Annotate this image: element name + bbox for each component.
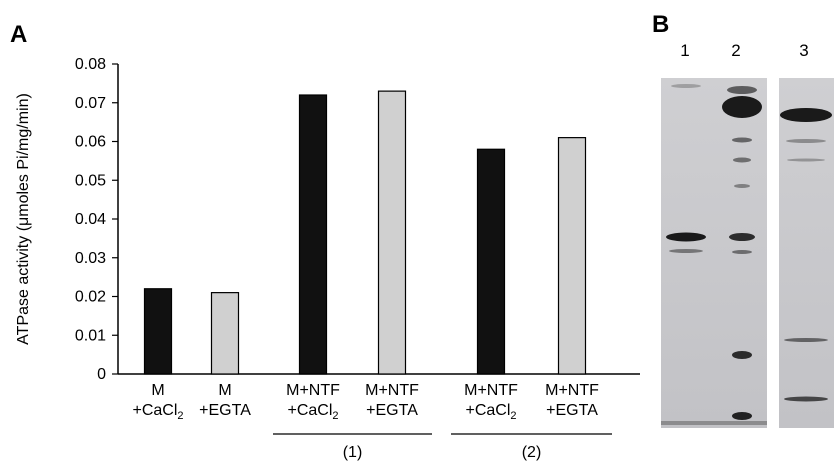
category-label-line2: +EGTA — [199, 402, 251, 419]
lane3-band — [780, 108, 832, 122]
lane2-band — [734, 184, 750, 188]
lane2-band — [722, 96, 762, 118]
category-subscript: 2 — [510, 410, 516, 422]
bar-3 — [377, 90, 407, 375]
lane2-band — [732, 137, 752, 143]
y-tick-label: 0.03 — [75, 250, 106, 267]
group-label: (1) — [343, 444, 363, 461]
bar-1 — [210, 292, 240, 375]
y-tick-label: 0.08 — [75, 56, 106, 73]
lane-label-2: 2 — [731, 41, 740, 60]
category-label-line1: M+NTF — [286, 382, 340, 399]
y-tick-label: 0.01 — [75, 327, 106, 344]
gel-strip-lane-3 — [779, 78, 834, 428]
category-label-line1: M+NTF — [464, 382, 518, 399]
category-label-line1: M — [151, 382, 164, 399]
lane1-band — [671, 84, 701, 88]
lane3-band — [787, 158, 825, 162]
y-tick-label: 0 — [97, 366, 106, 383]
lane3-band — [786, 139, 826, 143]
lane2-band — [732, 412, 752, 420]
lane1-band — [669, 249, 703, 253]
category-label-line2: +CaCl2 — [287, 402, 338, 422]
category-label-line1: M+NTF — [545, 382, 599, 399]
gel-strip-lanes-1-2 — [661, 78, 767, 428]
category-label-line1: M+NTF — [365, 382, 419, 399]
lane2-band — [733, 157, 751, 163]
y-tick-label: 0.05 — [75, 172, 106, 189]
lane2-band — [727, 86, 757, 94]
category-label-line2: +EGTA — [366, 402, 418, 419]
y-tick-label: 0.07 — [75, 95, 106, 112]
gel-image: 1 2 3 — [661, 41, 834, 428]
category-label-line2: +CaCl2 — [465, 402, 516, 422]
lane-label-3: 3 — [799, 41, 808, 60]
lane2-band — [732, 351, 752, 359]
lane-label-1: 1 — [680, 41, 689, 60]
category-label-line2: +EGTA — [546, 402, 598, 419]
category-subscript: 2 — [177, 410, 183, 422]
y-tick-label: 0.04 — [75, 211, 106, 228]
category-label-line1: M — [218, 382, 231, 399]
y-tick-label: 0.02 — [75, 289, 106, 306]
bar-2 — [298, 94, 328, 375]
lane2-band — [732, 250, 752, 254]
panel-a-label: A — [10, 21, 27, 48]
lane1-band — [666, 232, 706, 242]
category-label-line2: +CaCl2 — [132, 402, 183, 422]
group-label: (2) — [522, 444, 542, 461]
y-tick-label: 0.06 — [75, 134, 106, 151]
lane3-band — [784, 396, 828, 402]
panel-b-label: B — [652, 11, 669, 38]
lane2-band — [729, 233, 755, 241]
y-axis-label: ATPase activity (μmoles Pi/mg/min) — [15, 93, 32, 345]
category-subscript: 2 — [332, 410, 338, 422]
bar-0 — [143, 288, 173, 375]
lane3-band — [784, 338, 828, 342]
gel-front-line — [661, 421, 767, 425]
bar-chart: 0 0.01 0.02 0.03 0.04 0.05 0.06 0.07 0.08 ATPase … — [15, 56, 640, 461]
bar-5 — [557, 137, 587, 375]
bar-4 — [476, 148, 506, 375]
